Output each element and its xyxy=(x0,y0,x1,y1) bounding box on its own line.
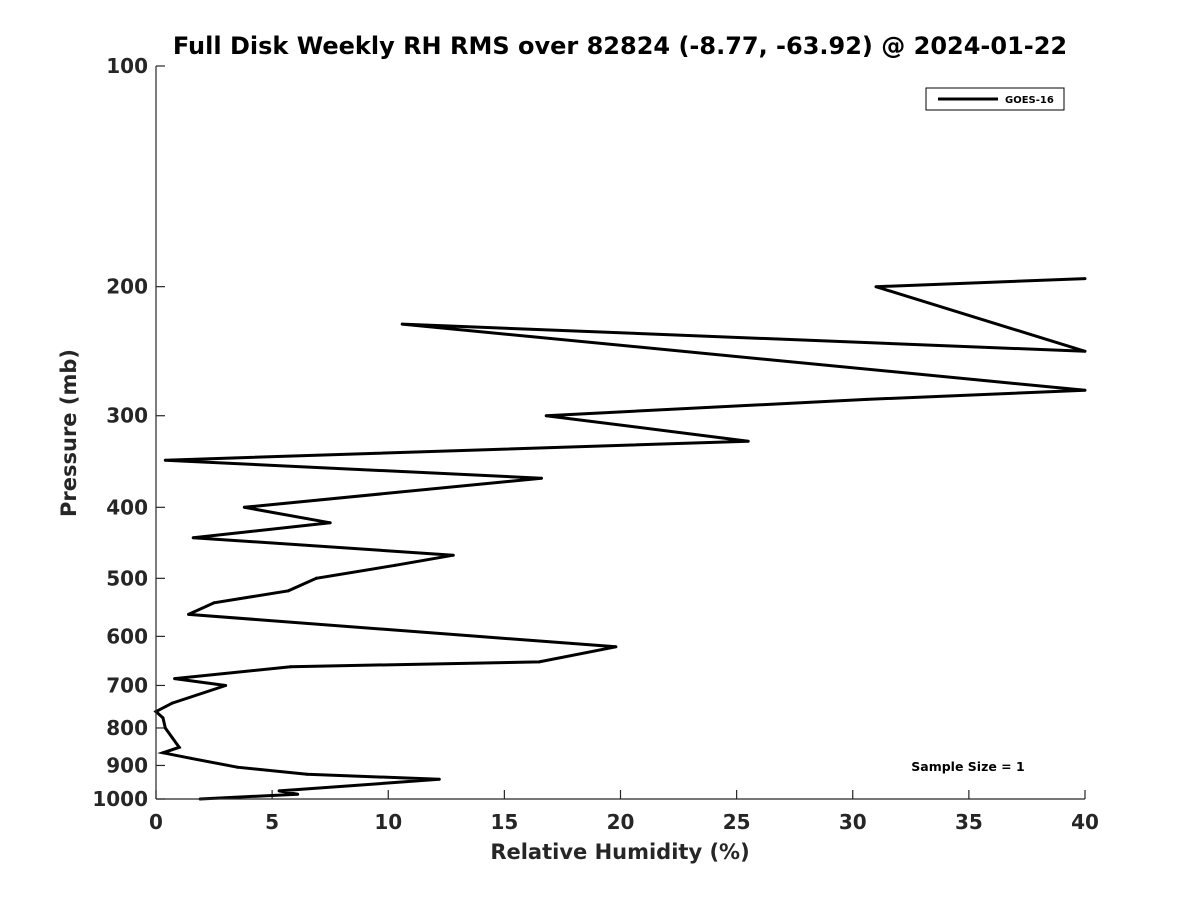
data-point-825mb xyxy=(170,736,174,740)
data-point-345mb xyxy=(163,458,167,462)
data-point-560mb xyxy=(187,612,190,616)
data-point-650mb xyxy=(537,660,541,664)
data-point-620mb xyxy=(614,645,618,649)
data-point-480mb xyxy=(393,563,397,567)
y-tick-label-800: 800 xyxy=(106,716,148,740)
data-point-800mb xyxy=(163,726,167,730)
x-tick-label-25: 25 xyxy=(723,810,751,834)
data-point-905mb xyxy=(235,765,239,769)
y-tick-label-500: 500 xyxy=(106,566,148,590)
data-point-940mb xyxy=(437,777,441,781)
data-point-925mb xyxy=(305,772,309,776)
data-point-285mb xyxy=(865,397,869,401)
data-point-325mb xyxy=(746,439,750,443)
x-tick-label-10: 10 xyxy=(374,810,402,834)
x-tick-label-20: 20 xyxy=(607,810,635,834)
data-point-850mb xyxy=(177,745,181,749)
data-point-775mb xyxy=(161,716,165,720)
data-points xyxy=(154,277,1087,801)
y-axis-label: Pressure (mb) xyxy=(57,349,81,517)
y-tick-label-900: 900 xyxy=(106,753,148,777)
x-axis-label: Relative Humidity (%) xyxy=(490,840,749,864)
data-point-200mb xyxy=(874,285,878,289)
x-tick-label-5: 5 xyxy=(265,810,279,834)
y-tick-label-300: 300 xyxy=(106,404,148,428)
data-point-880mb xyxy=(189,756,193,760)
y-tick-label-700: 700 xyxy=(106,673,148,697)
legend: GOES-16 xyxy=(925,87,1065,111)
data-point-400mb xyxy=(242,505,246,509)
y-tick-label-600: 600 xyxy=(106,624,148,648)
goes-16-profile-line xyxy=(153,277,1086,801)
y-tick-label-1000: 1000 xyxy=(92,787,148,811)
x-tick-label-15: 15 xyxy=(490,810,518,834)
x-axis-ticks: 0 5 10 15 20 25 30 35 40 xyxy=(149,790,1099,834)
data-point-300mb xyxy=(544,414,548,418)
data-point-465mb xyxy=(451,553,455,557)
legend-label-goes-16: GOES-16 xyxy=(1005,95,1054,106)
data-point-685mb xyxy=(173,677,177,681)
data-point-865mb xyxy=(161,751,165,755)
y-tick-label-100: 100 xyxy=(106,54,148,78)
x-tick-label-30: 30 xyxy=(839,810,867,834)
data-point-195mb xyxy=(1083,277,1087,281)
chart-title: Full Disk Weekly RH RMS over 82824 (-8.7… xyxy=(173,32,1067,60)
y-tick-label-200: 200 xyxy=(106,275,148,299)
x-tick-label-40: 40 xyxy=(1071,810,1099,834)
data-point-420mb xyxy=(328,521,332,525)
data-point-540mb xyxy=(212,601,216,605)
data-point-660mb xyxy=(289,665,293,669)
data-point-985mb xyxy=(296,792,300,796)
sample-size-annotation: Sample Size = 1 xyxy=(911,759,1024,774)
data-point-440mb xyxy=(191,536,195,540)
data-point-975mb xyxy=(277,789,281,793)
y-tick-label-400: 400 xyxy=(106,495,148,519)
data-point-700mb xyxy=(224,684,228,687)
x-tick-label-0: 0 xyxy=(149,810,163,834)
data-point-277mb xyxy=(1083,388,1087,392)
data-point-225mb xyxy=(400,322,404,326)
data-point-245mb xyxy=(1083,349,1087,353)
x-tick-label-35: 35 xyxy=(955,810,983,834)
y-axis-ticks: 100 200 300 400 500 600 700 800 900 1000 xyxy=(92,54,165,811)
data-point-365mb xyxy=(540,476,543,480)
data-point-500mb xyxy=(314,576,318,580)
data-point-740mb xyxy=(170,701,174,705)
data-point-520mb xyxy=(286,589,290,593)
